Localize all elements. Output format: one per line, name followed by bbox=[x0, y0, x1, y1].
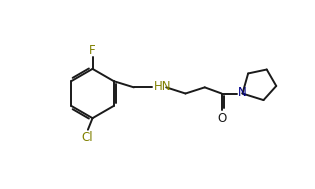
Text: O: O bbox=[217, 112, 226, 125]
Text: Cl: Cl bbox=[81, 131, 93, 144]
Text: HN: HN bbox=[154, 80, 171, 93]
Text: N: N bbox=[238, 86, 247, 99]
Text: F: F bbox=[89, 43, 96, 57]
